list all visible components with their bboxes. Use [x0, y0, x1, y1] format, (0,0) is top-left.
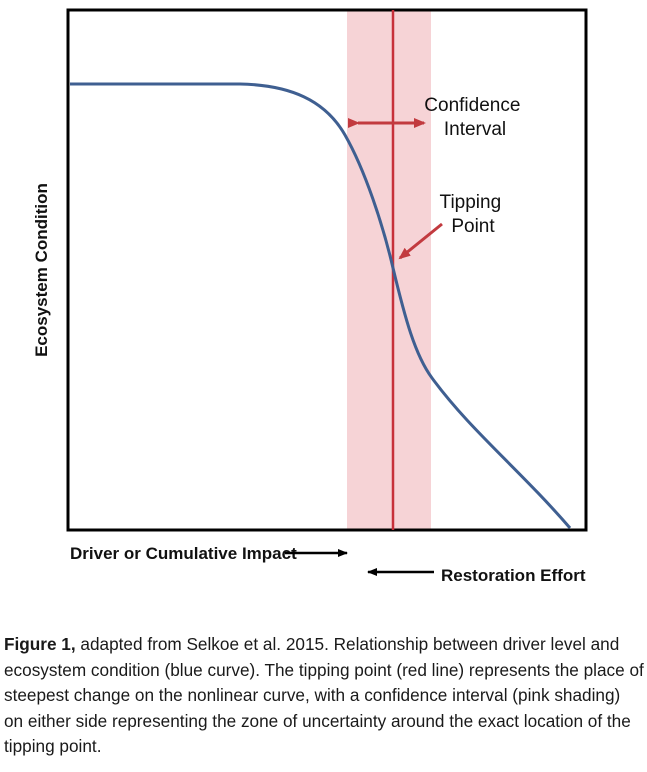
figure-label: Figure 1,: [4, 634, 76, 654]
tipping-label: Tipping Point: [440, 192, 507, 237]
tipping-point-diagram: Confidence Interval Tipping Point Ecosys…: [32, 8, 588, 585]
y-axis-label: Ecosystem Condition: [32, 183, 51, 357]
figure-caption: Figure 1, adapted from Selkoe et al. 201…: [4, 632, 644, 760]
tipping-point-arrow: [398, 222, 443, 260]
confidence-band: [347, 10, 431, 530]
confidence-label: Confidence Interval: [424, 95, 525, 140]
x-axis-label: Driver or Cumulative Impact: [70, 544, 297, 563]
restoration-label: Restoration Effort: [441, 566, 586, 585]
ecosystem-curve: [70, 82, 572, 529]
plot-frame: [66, 8, 588, 532]
caption-text: adapted from Selkoe et al. 2015. Relatio…: [4, 634, 644, 756]
